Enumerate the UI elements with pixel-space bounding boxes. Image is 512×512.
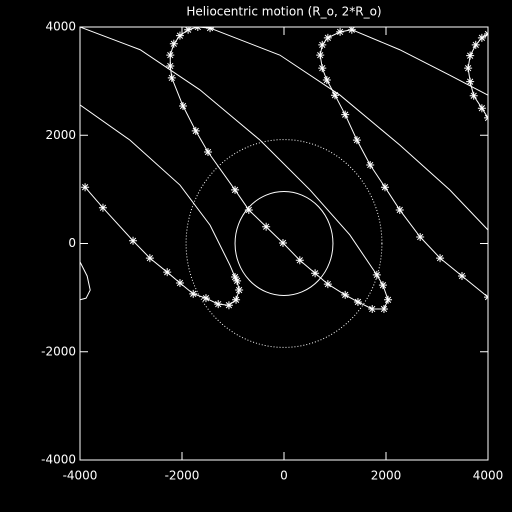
trajectory: [80, 261, 91, 301]
asterisk-marker: [201, 294, 210, 303]
asterisk-marker: [380, 183, 389, 192]
asterisk-marker: [457, 271, 466, 280]
asterisk-marker: [231, 185, 240, 194]
trajectory: [80, 27, 378, 276]
asterisk-marker: [129, 236, 138, 245]
x-tick-label: -2000: [165, 469, 200, 483]
asterisk-marker: [235, 286, 244, 295]
asterisk-marker: [189, 289, 198, 298]
asterisk-marker: [477, 33, 486, 42]
asterisk-marker: [167, 73, 176, 82]
asterisk-marker: [372, 270, 381, 279]
asterisk-marker: [81, 183, 90, 192]
asterisk-marker: [145, 254, 154, 263]
y-tick-label: -4000: [41, 453, 76, 467]
plot-area: [80, 27, 488, 348]
asterisk-marker: [466, 77, 475, 86]
asterisk-marker: [416, 233, 425, 242]
asterisk-marker: [175, 31, 184, 40]
asterisk-marker: [477, 104, 486, 113]
asterisk-marker: [191, 126, 200, 135]
asterisk-marker: [316, 51, 325, 60]
asterisk-marker: [231, 273, 240, 282]
asterisk-marker: [436, 254, 445, 263]
y-tick-label: 2000: [45, 128, 76, 142]
asterisk-marker: [395, 205, 404, 214]
trajectory: [351, 29, 488, 96]
asterisk-marker: [175, 279, 184, 288]
asterisk-marker: [336, 27, 345, 36]
x-tick-label: 2000: [371, 469, 402, 483]
asterisk-marker: [232, 295, 241, 304]
asterisk-marker: [184, 27, 193, 34]
x-tick-label: -4000: [63, 469, 98, 483]
sun-circle: [185, 139, 383, 348]
trajectory: [84, 186, 240, 306]
asterisk-marker: [98, 203, 107, 212]
asterisk-marker: [295, 256, 304, 265]
asterisk-marker: [353, 297, 362, 306]
asterisk-marker: [366, 161, 375, 170]
asterisk-marker: [204, 148, 213, 157]
asterisk-marker: [311, 269, 320, 278]
asterisk-marker: [214, 300, 223, 309]
asterisk-marker: [331, 91, 339, 100]
asterisk-marker: [378, 281, 387, 290]
asterisk-marker: [169, 39, 178, 48]
sun-circle: [234, 191, 334, 296]
chart-title: Heliocentric motion (R_o, 2*R_o): [186, 5, 381, 19]
asterisk-marker: [166, 61, 175, 70]
asterisk-marker: [341, 290, 350, 299]
asterisk-marker: [318, 40, 327, 49]
asterisk-marker: [244, 205, 253, 214]
trajectory: [209, 27, 488, 231]
asterisk-marker: [318, 64, 327, 73]
asterisk-marker: [347, 27, 356, 34]
asterisk-marker: [466, 51, 475, 60]
asterisk-marker: [379, 304, 388, 313]
asterisk-marker: [163, 268, 172, 277]
asterisk-marker: [179, 102, 188, 111]
asterisk-marker: [322, 76, 331, 85]
asterisk-marker: [384, 295, 393, 304]
asterisk-marker: [352, 136, 361, 145]
asterisk-marker: [262, 222, 271, 231]
y-tick-label: 0: [68, 236, 76, 250]
x-tick-label: 0: [280, 469, 288, 483]
asterisk-marker: [166, 51, 175, 60]
asterisk-marker: [323, 33, 332, 42]
asterisk-marker: [233, 276, 242, 285]
asterisk-marker: [278, 238, 287, 247]
x-tick-label: 4000: [473, 469, 504, 483]
asterisk-marker: [464, 64, 473, 73]
trajectory: [80, 104, 236, 278]
asterisk-marker: [323, 280, 332, 289]
asterisk-marker: [224, 301, 233, 310]
y-tick-label: 4000: [45, 20, 76, 34]
asterisk-marker: [469, 91, 478, 100]
asterisk-marker: [471, 40, 480, 49]
asterisk-marker: [341, 110, 350, 119]
y-tick-label: -2000: [41, 344, 76, 358]
asterisk-marker: [368, 304, 377, 313]
